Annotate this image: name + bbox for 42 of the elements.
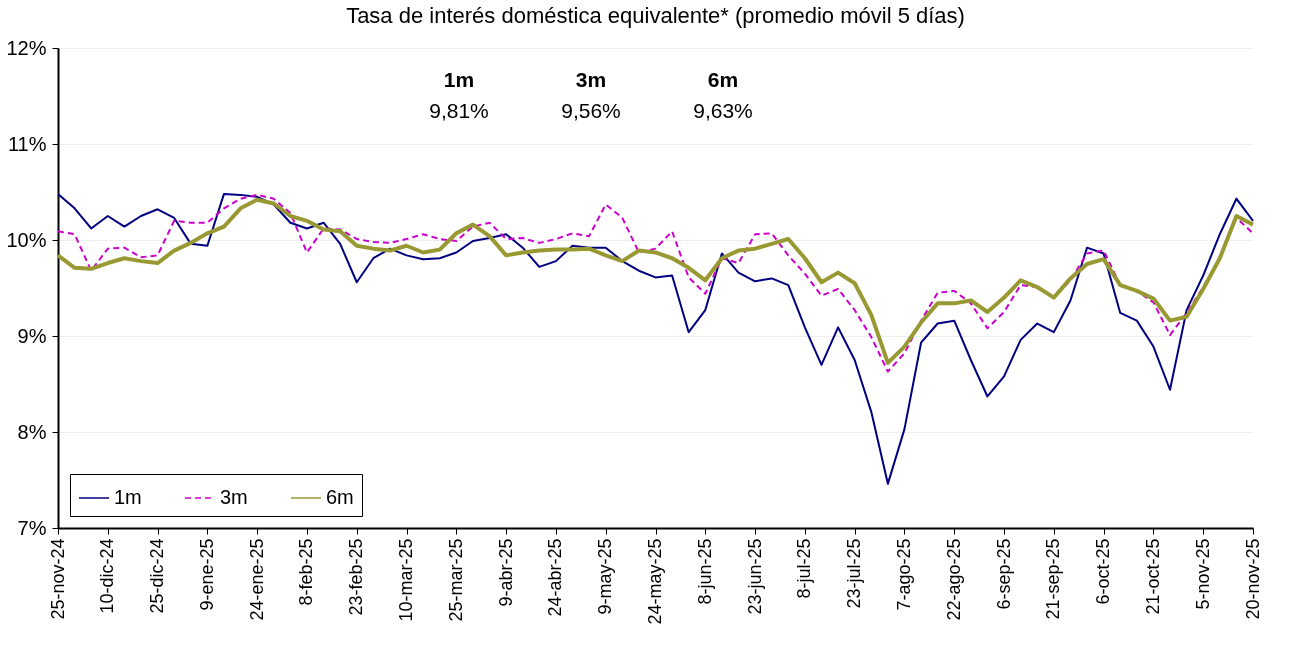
x-tick-label: 23-jun-25 [744,538,765,615]
annotation: 6m [707,67,739,91]
y-tick-label: 9% [17,324,47,347]
x-tick-label: 23-jul-25 [844,538,865,609]
chart-title: Tasa de interés doméstica equivalente* (promedio móvil 5 días) [346,3,965,28]
x-tick-label: 6-sep-25 [993,538,1014,610]
legend-label: 1m [114,486,142,508]
line-series [57,192,1254,485]
x-tick-label: 8-feb-25 [296,538,317,606]
y-tick-label: 8% [17,420,47,443]
annotation: 1m [443,67,475,91]
legend-label: 6m [326,486,354,508]
x-tick-label: 7-ago-25 [893,538,914,611]
x-tick-label: 8-jul-25 [794,538,815,599]
x-tick-label: 24-may-25 [645,538,665,625]
x-tick-label: 24-ene-25 [246,538,267,621]
annotation: 9,81% [429,98,489,122]
x-tick-label: 8-jun-25 [694,538,715,605]
annotation: 3m [575,67,607,91]
x-tick-label: 25-dic-24 [147,538,168,614]
x-tick-label: 10-dic-24 [97,538,118,614]
x-tick-label: 9-abr-25 [495,538,516,607]
x-tick-label: 6-oct-25 [1093,538,1114,605]
y-tick-label: 7% [17,516,47,539]
annotation: 9,56% [561,98,621,122]
y-tick-label: 11% [7,132,47,155]
x-tick-label: 9-may-25 [595,538,616,615]
annotation: 9,63% [693,98,753,122]
x-tick-label: 23-feb-25 [346,538,367,616]
x-tick-label: 21-oct-25 [1142,538,1163,615]
x-tick-label: 5-nov-25 [1192,538,1213,610]
legend-label: 3m [220,486,248,508]
x-tick-label: 20-nov-25 [1242,538,1263,620]
x-tick-label: 25-nov-24 [47,538,68,620]
x-tick-label: 25-mar-25 [445,538,466,622]
y-tick-label: 10% [6,228,47,251]
x-tick-label: 24-abr-25 [545,538,566,617]
x-tick-label: 9-ene-25 [196,538,217,611]
x-tick-label: 21-sep-25 [1043,538,1064,620]
y-tick-label: 12% [6,36,47,59]
x-tick-label: 22-ago-25 [943,538,964,621]
x-tick-label: 10-mar-25 [396,538,417,622]
